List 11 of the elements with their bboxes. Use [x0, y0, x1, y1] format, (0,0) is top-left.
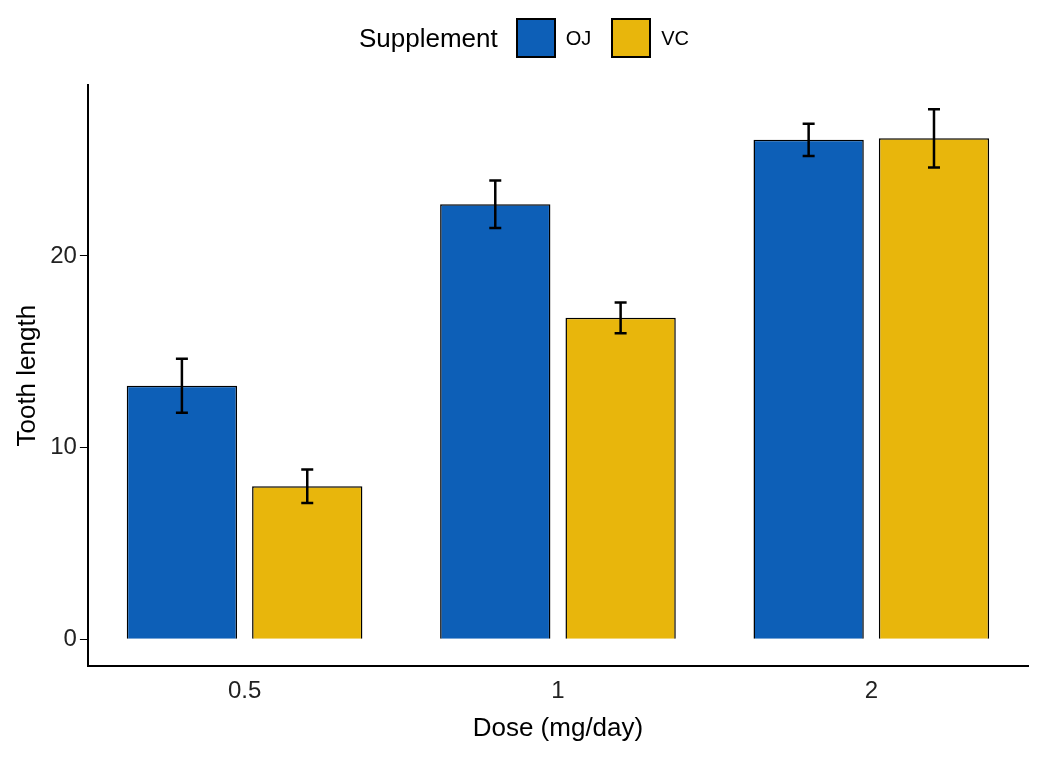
x-tick-label: 2 — [864, 676, 878, 704]
y-tick-label: 20 — [50, 240, 77, 268]
x-axis-title: Dose (mg/day) — [472, 711, 644, 742]
y-axis-title: Tooth length — [10, 304, 41, 447]
y-tick-label: 10 — [50, 432, 77, 460]
legend-label: OJ — [565, 26, 592, 50]
x-tick-label: 1 — [551, 676, 565, 704]
legend-label: VC — [661, 26, 690, 50]
x-tick-label: 0.5 — [227, 676, 262, 704]
legend-title: Supplement — [358, 22, 498, 54]
y-tick-label: 0 — [63, 623, 77, 651]
